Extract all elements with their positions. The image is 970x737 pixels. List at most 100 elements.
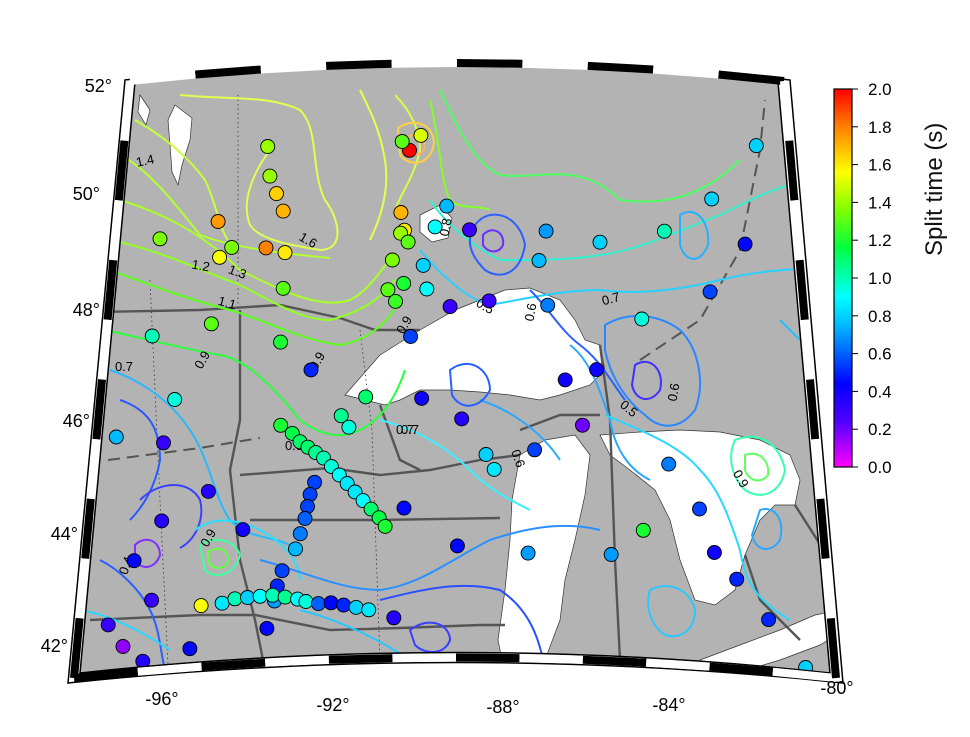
latitude-labels: 52° 50° 48° 46° 44° 42°	[41, 76, 112, 656]
station-marker	[413, 127, 429, 143]
station-marker	[748, 138, 764, 154]
station-marker	[126, 553, 142, 569]
frame-tick-segment	[785, 140, 799, 201]
station-marker	[540, 297, 556, 313]
contour-value-label: 0.8	[437, 217, 455, 237]
station-marker	[258, 240, 274, 256]
colorbar-tick-label: 1.8	[868, 118, 892, 137]
station-marker	[396, 275, 412, 291]
station-marker	[661, 456, 677, 472]
station-marker	[115, 639, 131, 654]
frame-tick-segment	[73, 667, 139, 682]
frame-tick-segment	[391, 59, 458, 68]
latitude-label: 52°	[85, 76, 112, 96]
station-marker	[603, 547, 619, 562]
station-marker	[260, 139, 276, 154]
frame-tick-segment	[806, 379, 820, 440]
station-marker	[203, 316, 219, 332]
lake-winnipegosis	[137, 94, 151, 126]
station-marker	[193, 598, 209, 614]
contour-value-label: 0.6	[522, 302, 540, 322]
frame-tick-segment	[114, 140, 129, 201]
station-marker	[442, 299, 458, 315]
frame-tick-segment	[709, 662, 774, 676]
station-marker	[224, 239, 240, 255]
station-marker	[310, 596, 326, 612]
frame-tick-segment	[455, 653, 520, 663]
station-marker	[240, 590, 255, 605]
frame-ticks	[70, 59, 840, 682]
station-marker	[692, 501, 707, 517]
station-marker	[520, 545, 536, 561]
colorbar-tick-label: 0.8	[868, 307, 892, 326]
station-marker	[403, 329, 419, 344]
station-marker	[706, 545, 722, 560]
frame-tick-segment	[800, 319, 814, 380]
frame-tick-segment	[260, 61, 327, 74]
colorbar-tick-label: 1.6	[868, 156, 892, 175]
contour-value-label: 1.2	[191, 257, 211, 275]
station-marker	[396, 500, 412, 516]
station-marker	[702, 284, 718, 300]
longitude-labels: -96° -92° -88° -84° -80°	[145, 678, 853, 717]
station-marker	[144, 592, 160, 608]
contour-value-label: 1.1	[216, 293, 237, 312]
station-marker	[761, 612, 777, 628]
station-marker	[361, 602, 377, 618]
station-marker	[481, 293, 497, 309]
colorbar-ticks: 2.0 1.8 1.6 1.4 1.2 1.0 0.8 0.6 0.4 0.2 0.0	[852, 80, 892, 477]
frame-tick-segment	[780, 80, 794, 142]
station-marker	[393, 205, 409, 220]
contour-labels: 1.41.21.31.11.60.90.90.90.80.70.80.50.60…	[115, 151, 752, 576]
frame-tick-segment	[522, 59, 588, 70]
station-marker	[108, 429, 124, 445]
frame-tick-segment	[790, 200, 804, 261]
station-marker	[303, 362, 319, 378]
station-marker	[348, 599, 364, 615]
station-marker	[341, 419, 357, 435]
contour-value-label: 0.7	[396, 422, 414, 437]
contour-value-label: 1.4	[135, 151, 156, 169]
frame-tick-segment	[718, 70, 785, 85]
station-marker	[704, 191, 720, 207]
dashed-lines	[107, 99, 766, 461]
station-marker	[384, 252, 400, 268]
station-marker	[144, 328, 160, 344]
colorbar-tick-label: 0.2	[868, 420, 892, 439]
station-marker	[394, 134, 410, 149]
contour-value-label: 0.7	[401, 422, 419, 437]
longitude-label: -84°	[652, 695, 685, 715]
frame-tick-segment	[75, 558, 90, 619]
frame-tick-segment	[328, 654, 393, 664]
frame-tick-segment	[120, 80, 134, 142]
contour-value-label: 0.6	[508, 447, 528, 469]
station-marker	[415, 257, 431, 273]
station-marker	[214, 595, 230, 611]
frame-tick-segment	[103, 259, 118, 321]
frame-tick-segment	[652, 65, 719, 79]
frame-tick-segment	[201, 658, 266, 671]
station-marker	[273, 334, 289, 350]
station-marker	[302, 487, 318, 502]
lake-michigan	[497, 434, 591, 673]
station-marker	[388, 293, 403, 309]
frame-tick-segment	[645, 658, 710, 671]
station-marker	[277, 589, 293, 605]
station-marker	[200, 483, 216, 499]
frame-tick-segment	[81, 498, 95, 559]
latitude-label: 50°	[73, 184, 100, 204]
station-marker	[288, 541, 303, 557]
map-frame	[67, 59, 844, 684]
latitude-label: 42°	[41, 636, 68, 656]
colorbar-tick-label: 0.4	[868, 382, 892, 401]
station-marker	[589, 362, 605, 378]
lake-winnipeg	[167, 104, 193, 187]
station-marker	[449, 538, 465, 554]
frame-tick-segment	[265, 655, 330, 667]
stations	[100, 127, 814, 673]
lake-erie	[699, 609, 830, 673]
station-marker	[386, 610, 402, 626]
colorbar-gradient	[833, 88, 853, 468]
station-marker	[358, 389, 374, 405]
colorbar-tick-label: 2.0	[868, 80, 892, 99]
